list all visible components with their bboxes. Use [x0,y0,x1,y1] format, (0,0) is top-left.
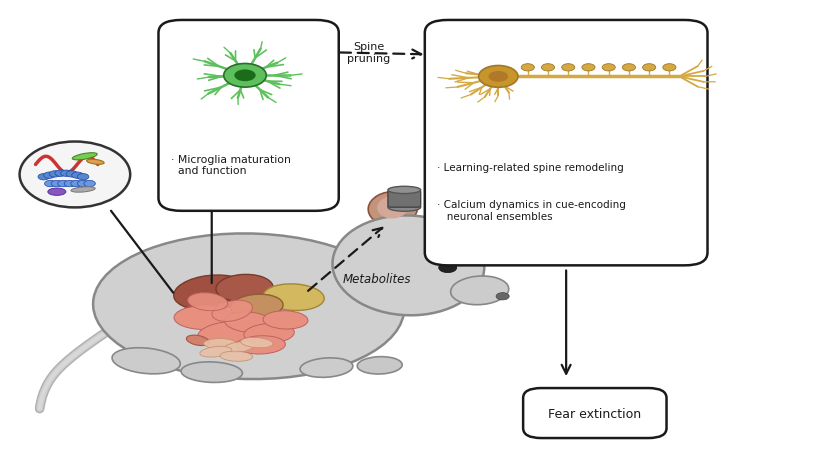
Ellipse shape [388,204,421,212]
Circle shape [60,171,72,177]
Ellipse shape [241,338,273,348]
Ellipse shape [237,336,285,354]
Circle shape [562,65,575,72]
Ellipse shape [93,234,404,379]
FancyBboxPatch shape [388,190,421,208]
FancyBboxPatch shape [425,21,708,266]
Circle shape [521,65,535,72]
Circle shape [72,173,83,179]
Text: · Microglia maturation
  and function: · Microglia maturation and function [171,154,290,176]
Ellipse shape [357,357,403,374]
Ellipse shape [174,275,250,311]
Circle shape [541,65,554,72]
FancyBboxPatch shape [158,21,339,211]
Ellipse shape [200,347,232,357]
Text: · Calcium dynamics in cue-encoding
   neuronal ensembles: · Calcium dynamics in cue-encoding neuro… [437,200,626,221]
Ellipse shape [20,142,130,208]
Ellipse shape [388,187,421,194]
Circle shape [662,65,676,72]
Text: Spine
pruning: Spine pruning [347,42,391,63]
Ellipse shape [73,153,97,161]
Ellipse shape [332,216,484,316]
Circle shape [224,64,266,88]
Ellipse shape [174,306,233,330]
Ellipse shape [112,348,181,374]
Ellipse shape [212,301,252,322]
Circle shape [50,171,61,178]
Ellipse shape [187,293,228,311]
Circle shape [622,65,635,72]
Ellipse shape [263,311,308,329]
Ellipse shape [391,202,417,210]
Circle shape [234,70,256,82]
Text: Metabolites: Metabolites [343,273,412,286]
Circle shape [496,293,509,300]
Ellipse shape [368,192,417,226]
Ellipse shape [244,324,295,344]
Ellipse shape [450,276,509,305]
Circle shape [478,67,518,88]
FancyBboxPatch shape [523,388,667,438]
Text: Fear extinction: Fear extinction [549,407,641,420]
Ellipse shape [377,196,408,219]
Circle shape [58,181,69,187]
Ellipse shape [230,295,283,319]
Ellipse shape [223,342,254,353]
Circle shape [602,65,615,72]
Circle shape [38,174,50,180]
Ellipse shape [216,275,273,302]
Ellipse shape [300,358,353,377]
Ellipse shape [204,339,236,349]
Circle shape [66,171,78,178]
Circle shape [84,181,96,187]
Circle shape [439,263,457,273]
Circle shape [643,65,656,72]
Ellipse shape [224,312,273,333]
Circle shape [78,174,89,180]
Circle shape [78,181,89,187]
Ellipse shape [87,160,104,165]
Ellipse shape [181,362,243,383]
Ellipse shape [48,189,66,196]
Ellipse shape [197,322,251,346]
Circle shape [582,65,595,72]
Circle shape [71,181,82,187]
Circle shape [45,181,56,187]
Ellipse shape [220,352,252,362]
Ellipse shape [186,336,210,346]
Circle shape [55,171,66,177]
Ellipse shape [71,187,95,193]
Circle shape [64,181,76,187]
Ellipse shape [263,284,324,311]
Circle shape [44,173,55,179]
Text: · Learning-related spine remodeling: · Learning-related spine remodeling [437,163,624,173]
Circle shape [488,72,508,83]
Circle shape [51,181,63,187]
